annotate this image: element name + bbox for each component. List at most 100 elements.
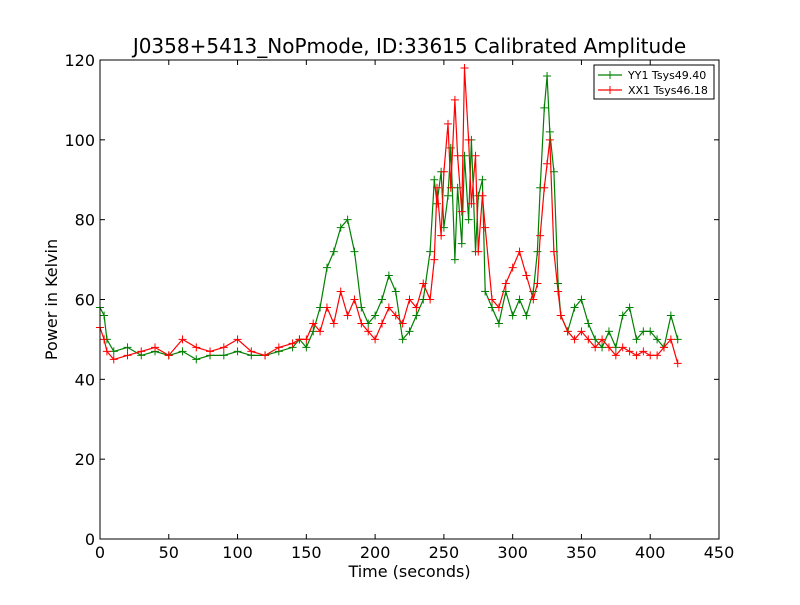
data-point-marker <box>233 347 242 356</box>
data-point-marker <box>545 135 554 144</box>
data-point-marker <box>329 319 338 328</box>
data-point-marker <box>457 207 466 216</box>
data-point-marker <box>123 351 132 360</box>
data-point-marker <box>591 335 600 344</box>
data-point-marker <box>433 183 442 192</box>
data-point-marker <box>357 319 366 328</box>
data-point-marker <box>109 347 118 356</box>
data-point-marker <box>100 311 109 320</box>
data-point-marker <box>288 339 297 348</box>
x-tick-label: 450 <box>704 543 735 562</box>
data-point-marker <box>336 287 345 296</box>
legend-label: XX1 Tsys46.18 <box>628 84 708 97</box>
data-point-marker <box>100 335 109 344</box>
data-point-marker <box>471 151 480 160</box>
data-point-marker <box>653 335 662 344</box>
data-point-marker <box>322 263 331 272</box>
data-point-marker <box>274 343 283 352</box>
data-point-marker <box>598 335 607 344</box>
data-point-marker <box>659 343 668 352</box>
data-point-marker <box>584 319 593 328</box>
data-point-marker <box>261 351 270 360</box>
data-point-marker <box>430 255 439 264</box>
data-point-marker <box>632 351 641 360</box>
data-point-marker <box>350 295 359 304</box>
data-point-marker <box>343 215 352 224</box>
x-axis-label: Time (seconds) <box>347 562 470 581</box>
data-point-marker <box>364 327 373 336</box>
data-point-marker <box>302 335 311 344</box>
data-point-marker <box>522 271 531 280</box>
data-point-marker <box>419 279 428 288</box>
data-point-marker <box>488 295 497 304</box>
data-point-marker <box>460 151 469 160</box>
data-point-marker <box>632 335 641 344</box>
data-point-marker <box>364 319 373 328</box>
data-point-marker <box>460 63 469 72</box>
data-point-marker <box>673 335 682 344</box>
y-tick-label: 20 <box>75 450 95 469</box>
data-point-marker <box>439 167 448 176</box>
data-point-marker <box>450 95 459 104</box>
data-point-marker <box>545 127 554 136</box>
data-point-marker <box>192 355 201 364</box>
data-point-marker <box>618 311 627 320</box>
data-point-marker <box>563 327 572 336</box>
data-point-marker <box>247 347 256 356</box>
data-point-marker <box>151 343 160 352</box>
data-point-marker <box>570 335 579 344</box>
x-tick-label: 150 <box>291 543 322 562</box>
data-point-marker <box>419 295 428 304</box>
data-point-marker <box>604 343 613 352</box>
data-point-marker <box>357 303 366 312</box>
data-point-marker <box>474 247 483 256</box>
data-point-marker <box>478 175 487 184</box>
data-point-marker <box>611 351 620 360</box>
ticks-layer: 0 50 100 150 200 250 300 350 400 450 0 20 40 60 80 100 1… <box>64 51 734 562</box>
legend-label: YY1 Tsys49.40 <box>627 69 706 82</box>
x-tick-label: 0 <box>95 543 105 562</box>
x-tick-label: 350 <box>566 543 597 562</box>
data-point-marker <box>384 303 393 312</box>
data-point-marker <box>540 103 549 112</box>
data-point-marker <box>377 319 386 328</box>
data-point-marker <box>398 319 407 328</box>
data-point-marker <box>639 347 648 356</box>
legend-entries: YY1 Tsys49.40 XX1 Tsys46.18 <box>598 69 708 97</box>
data-point-marker <box>478 191 487 200</box>
data-point-marker <box>533 247 542 256</box>
data-point-marker <box>554 287 563 296</box>
data-point-marker <box>233 335 242 344</box>
data-point-marker <box>109 355 118 364</box>
chart-title: J0358+5413_NoPmode, ID:33615 Calibrated … <box>131 34 686 58</box>
data-point-marker <box>618 343 627 352</box>
data-point-marker <box>309 319 318 328</box>
data-point-marker <box>501 279 510 288</box>
data-point-marker <box>102 347 111 356</box>
data-point-marker <box>543 71 552 80</box>
data-point-marker <box>219 351 228 360</box>
data-point-marker <box>646 327 655 336</box>
data-point-marker <box>329 247 338 256</box>
data-point-marker <box>625 303 634 312</box>
y-tick-label: 60 <box>75 291 95 310</box>
data-point-marker <box>604 327 613 336</box>
data-point-marker <box>219 343 228 352</box>
data-point-marker <box>178 347 187 356</box>
data-point-marker <box>529 295 538 304</box>
x-tick-label: 100 <box>222 543 253 562</box>
data-point-marker <box>591 343 600 352</box>
data-point-marker <box>405 327 414 336</box>
data-point-marker <box>570 303 579 312</box>
data-point-marker <box>192 343 201 352</box>
data-point-marker <box>444 191 453 200</box>
data-point-marker <box>464 135 473 144</box>
data-point-marker <box>316 327 325 336</box>
data-point-marker <box>673 359 682 368</box>
data-point-marker <box>625 347 634 356</box>
data-point-marker <box>467 199 476 208</box>
y-tick-label: 120 <box>64 51 95 70</box>
series-xx1 <box>96 63 682 368</box>
